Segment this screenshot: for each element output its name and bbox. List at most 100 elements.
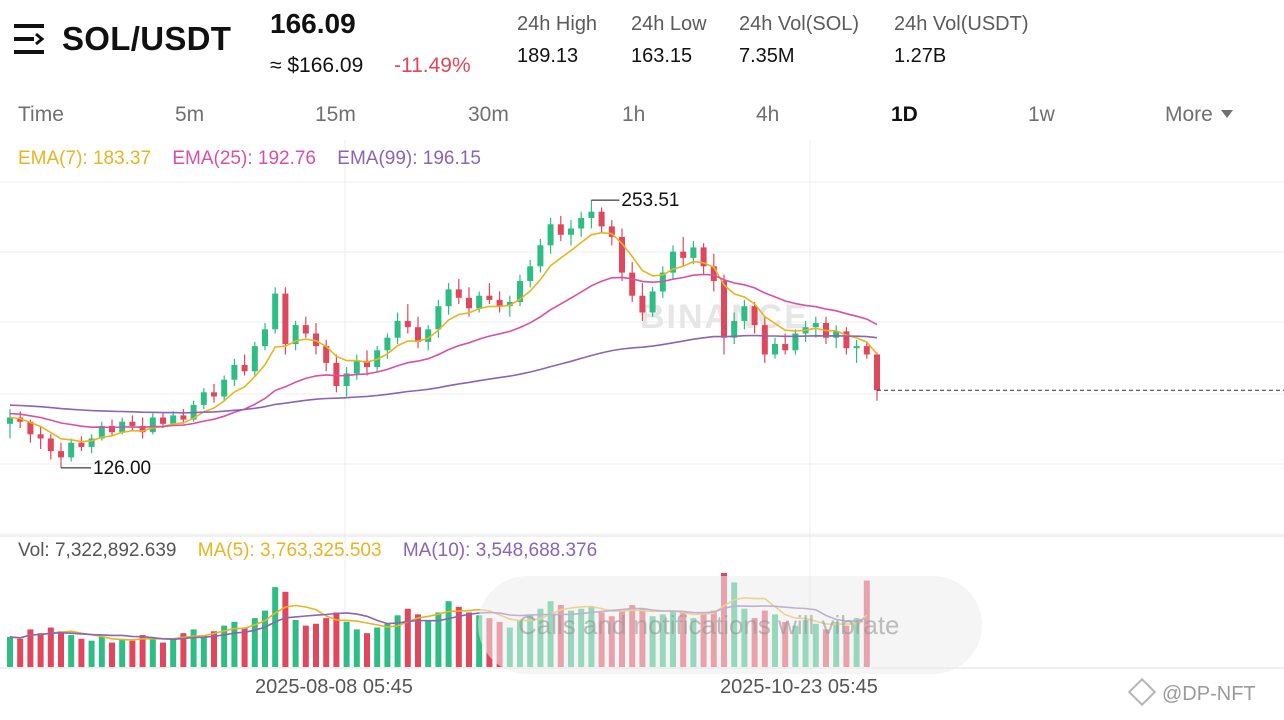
volume-bar [282, 591, 289, 667]
candle-body [731, 320, 738, 338]
candle-body [47, 438, 54, 452]
candle [333, 354, 340, 393]
ema7-line [9, 231, 878, 443]
ema25-line [9, 273, 878, 429]
candle-body [547, 224, 554, 246]
high-marker: 253.51 [591, 190, 680, 211]
tab-more[interactable]: More [1165, 103, 1233, 127]
candle-body [639, 295, 646, 313]
volume-bar [425, 620, 432, 667]
candle-body [557, 224, 564, 235]
candle [517, 274, 523, 307]
volume-bar [343, 621, 350, 667]
credit-watermark: @DP-NFT [1127, 677, 1256, 707]
candle [598, 207, 605, 233]
candle [221, 375, 228, 401]
candle-body [272, 293, 279, 330]
candle [435, 299, 442, 338]
low-marker: 126.00 [61, 458, 151, 479]
volume-bar [170, 638, 177, 667]
candle [313, 323, 319, 355]
candle-body [588, 211, 595, 218]
candle-body [843, 331, 850, 349]
volume-bar [466, 612, 472, 667]
tab-more-label: More [1165, 103, 1213, 126]
candle-body [425, 329, 432, 342]
volume-bar [231, 621, 238, 667]
candle [343, 367, 350, 397]
candle-body [670, 251, 676, 273]
ema-lines [9, 231, 878, 443]
volume-bar [68, 635, 75, 667]
candle [211, 383, 217, 403]
tab-5m[interactable]: 5m [175, 103, 205, 126]
candle-body [741, 306, 748, 321]
volume-bar [160, 642, 166, 667]
tab-15m[interactable]: 15m [315, 103, 356, 126]
candle [812, 316, 819, 338]
candle-body [7, 417, 13, 424]
ema-legend: EMA(7): 183.37 EMA(25): 192.76 EMA(99): … [18, 148, 497, 170]
candle [37, 425, 44, 449]
candle [88, 434, 95, 454]
volume-bar [272, 587, 279, 667]
candle [251, 341, 258, 376]
candle-body [476, 295, 483, 309]
volume-bar [374, 627, 381, 667]
volume-bar [435, 612, 442, 667]
candle-body [170, 415, 177, 424]
candle-body [282, 293, 289, 344]
stat-value: 7.35M [739, 45, 795, 67]
candle [761, 316, 768, 363]
candle [670, 245, 676, 279]
stat-value: 189.13 [517, 45, 579, 67]
candle [394, 312, 401, 344]
candle-body [761, 325, 768, 355]
interval-tabs: Time 5m 15m 30m 1h 4h 1D 1w More [0, 100, 1284, 134]
stat-label: 24h High [517, 13, 598, 35]
volume-bar [455, 606, 462, 667]
pair-title[interactable]: SOL/USDT [62, 20, 232, 57]
ticker-header: SOL/USDT 166.09 ≈ $166.09 -11.49% 24h Hi… [0, 0, 1284, 95]
volume-bar [251, 618, 258, 667]
menu-icon[interactable] [14, 24, 46, 54]
candle-body [149, 417, 156, 433]
candle-body [649, 291, 656, 313]
tab-1h[interactable]: 1h [622, 103, 646, 126]
volume-bar [302, 625, 309, 667]
candle-body [537, 245, 544, 267]
candle-body [527, 266, 534, 281]
tab-4h[interactable]: 4h [756, 103, 780, 126]
candle [353, 354, 360, 380]
candle-body [466, 297, 472, 309]
candle [466, 287, 472, 317]
stat-24h-low: 24h Low 163.15 [631, 13, 707, 68]
ema7-value: EMA(7): 183.37 [18, 148, 152, 169]
candle [292, 320, 299, 351]
candle [700, 243, 707, 275]
candle [302, 316, 309, 338]
volume-bar [78, 638, 85, 667]
volume-bar [415, 614, 421, 667]
candle-body [608, 226, 615, 237]
stat-label: 24h Vol(USDT) [894, 13, 1029, 35]
volume-bar [323, 618, 330, 667]
diamond-logo-icon [1127, 677, 1157, 707]
volume-bar [445, 601, 452, 667]
stat-24h-vol-usdt: 24h Vol(USDT) 1.27B [894, 13, 1029, 68]
volume-bar [27, 629, 34, 667]
candle [282, 287, 289, 355]
candle-body [109, 425, 115, 433]
tab-1d[interactable]: 1D [891, 103, 918, 126]
stat-24h-vol-sol: 24h Vol(SOL) 7.35M [739, 13, 859, 68]
candle [690, 241, 697, 265]
candle-body [680, 251, 687, 258]
tab-1w[interactable]: 1w [1028, 103, 1055, 126]
tab-time[interactable]: Time [18, 103, 64, 126]
tab-30m[interactable]: 30m [468, 103, 509, 126]
candle-body [710, 266, 717, 281]
volume-bar [180, 633, 187, 667]
candle [547, 218, 554, 254]
stat-value: 1.27B [894, 45, 947, 67]
candle-body [364, 360, 370, 368]
